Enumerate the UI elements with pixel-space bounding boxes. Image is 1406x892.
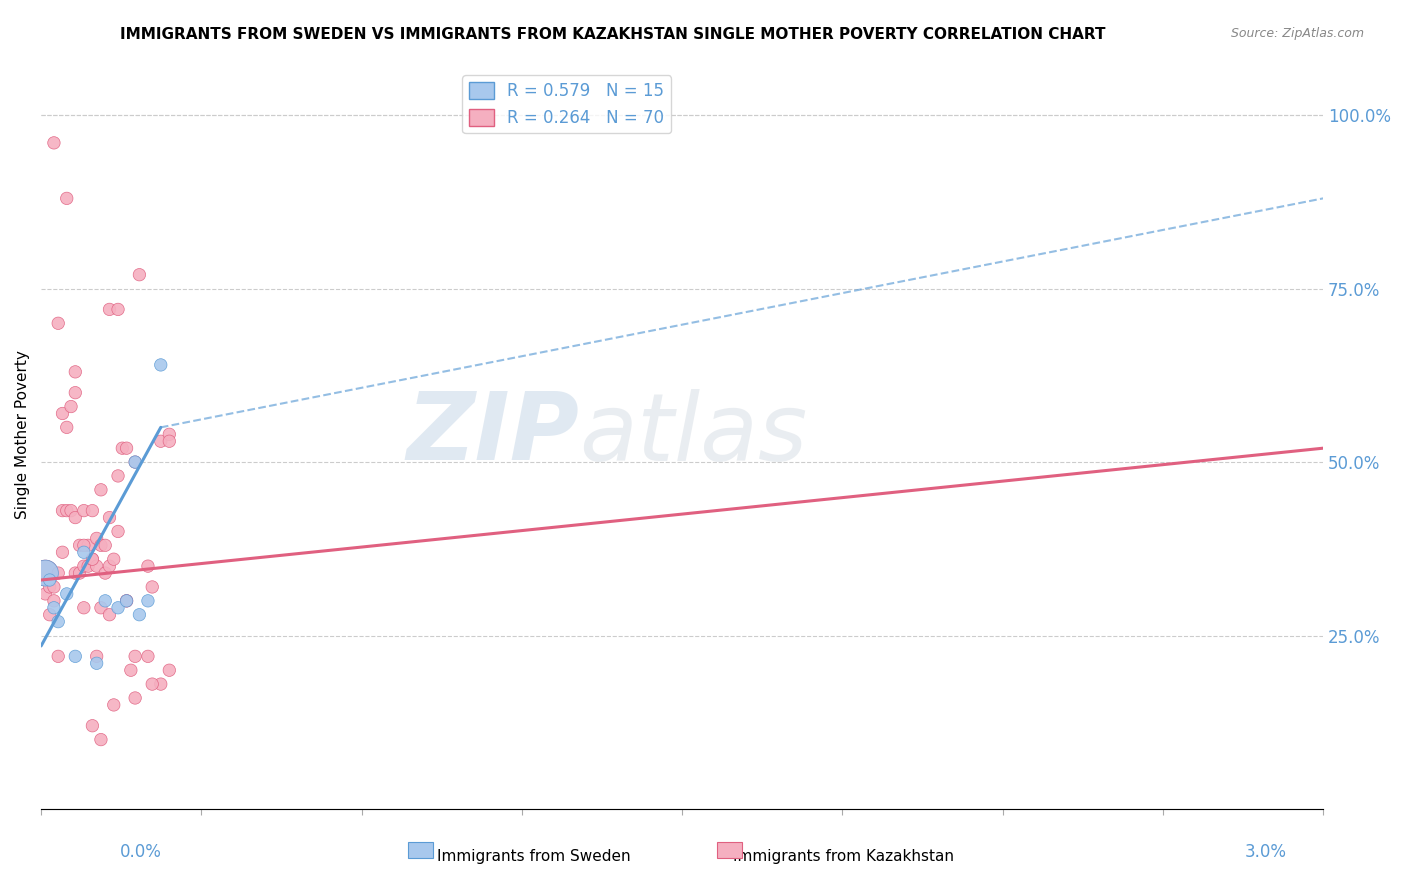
Point — [86, 649, 108, 664]
Point — [149, 677, 172, 691]
Point — [124, 455, 146, 469]
Y-axis label: Single Mother Poverty: Single Mother Poverty — [15, 350, 30, 519]
Point — [65, 566, 87, 580]
Point — [77, 538, 100, 552]
Point — [55, 503, 77, 517]
Text: 3.0%: 3.0% — [1244, 843, 1286, 861]
Text: IMMIGRANTS FROM SWEDEN VS IMMIGRANTS FROM KAZAKHSTAN SINGLE MOTHER POVERTY CORRE: IMMIGRANTS FROM SWEDEN VS IMMIGRANTS FRO… — [120, 27, 1105, 42]
Point — [51, 407, 73, 421]
Point — [51, 503, 73, 517]
Legend: R = 0.579   N = 15, R = 0.264   N = 70: R = 0.579 N = 15, R = 0.264 N = 70 — [463, 76, 671, 134]
Point — [65, 385, 87, 400]
Point — [65, 365, 87, 379]
Point — [107, 524, 129, 539]
Point — [128, 268, 150, 282]
Point — [86, 559, 108, 574]
Point — [34, 566, 56, 580]
Point — [34, 587, 56, 601]
Point — [103, 552, 125, 566]
Point — [82, 552, 104, 566]
Point — [60, 503, 83, 517]
Point — [90, 483, 112, 497]
Point — [111, 441, 134, 455]
Point — [73, 503, 96, 517]
Point — [103, 698, 125, 712]
Text: Immigrants from Sweden: Immigrants from Sweden — [437, 849, 631, 864]
Point — [115, 441, 138, 455]
Point — [94, 538, 117, 552]
Point — [42, 580, 65, 594]
Point — [124, 455, 146, 469]
Point — [107, 600, 129, 615]
Point — [157, 663, 180, 677]
Point — [65, 510, 87, 524]
Point — [107, 302, 129, 317]
Point — [94, 594, 117, 608]
Point — [46, 316, 69, 330]
Point — [34, 566, 56, 580]
Point — [86, 657, 108, 671]
Text: Immigrants from Kazakhstan: Immigrants from Kazakhstan — [733, 849, 955, 864]
Point — [46, 566, 69, 580]
Point — [42, 136, 65, 150]
Point — [73, 559, 96, 574]
Point — [136, 559, 159, 574]
Point — [128, 607, 150, 622]
Point — [149, 358, 172, 372]
Text: atlas: atlas — [579, 389, 808, 480]
Point — [60, 400, 83, 414]
Point — [82, 503, 104, 517]
Point — [73, 545, 96, 559]
Text: Source: ZipAtlas.com: Source: ZipAtlas.com — [1230, 27, 1364, 40]
Point — [55, 420, 77, 434]
Point — [38, 573, 60, 587]
Point — [77, 559, 100, 574]
Point — [90, 538, 112, 552]
Point — [141, 580, 163, 594]
Point — [157, 434, 180, 449]
Point — [38, 580, 60, 594]
Point — [86, 532, 108, 546]
Point — [73, 538, 96, 552]
Point — [115, 594, 138, 608]
Point — [42, 594, 65, 608]
Point — [42, 600, 65, 615]
Point — [51, 545, 73, 559]
Point — [120, 663, 142, 677]
Point — [38, 607, 60, 622]
Point — [98, 510, 121, 524]
Point — [136, 649, 159, 664]
Point — [98, 607, 121, 622]
Point — [124, 649, 146, 664]
Point — [82, 552, 104, 566]
Point — [149, 434, 172, 449]
Point — [46, 615, 69, 629]
Text: 0.0%: 0.0% — [120, 843, 162, 861]
Point — [73, 600, 96, 615]
Point — [55, 587, 77, 601]
Point — [90, 600, 112, 615]
Point — [157, 427, 180, 442]
Point — [107, 469, 129, 483]
Point — [94, 566, 117, 580]
Point — [82, 719, 104, 733]
Point — [115, 594, 138, 608]
Point — [55, 191, 77, 205]
Text: ZIP: ZIP — [406, 388, 579, 480]
Point — [115, 594, 138, 608]
Point — [90, 732, 112, 747]
Point — [124, 690, 146, 705]
Point — [46, 649, 69, 664]
Point — [136, 594, 159, 608]
Point — [141, 677, 163, 691]
Point — [98, 559, 121, 574]
Point — [65, 649, 87, 664]
Point — [98, 302, 121, 317]
Point — [69, 538, 91, 552]
Point — [69, 566, 91, 580]
